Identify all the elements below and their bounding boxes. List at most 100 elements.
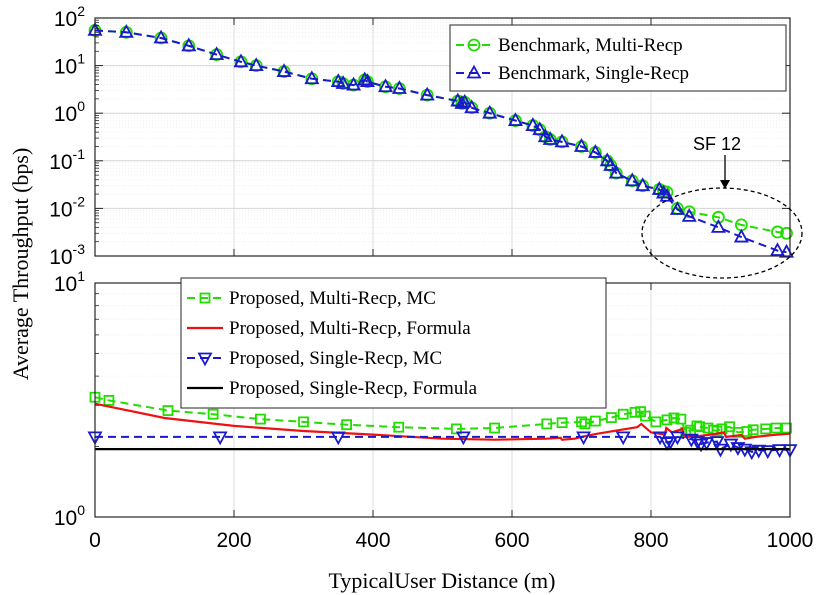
bottom-legend-items: Proposed, Multi-Recp, MC Proposed, Multi-… <box>187 288 478 399</box>
bottom-data-point <box>615 431 631 446</box>
top-y-tick-label: 10-3 <box>49 241 85 269</box>
bottom-data-point <box>724 421 735 433</box>
top-data-point <box>659 187 675 202</box>
top-data-point <box>771 225 784 239</box>
y-tick-base: 10 <box>54 56 77 79</box>
legend-label: Benchmark, Multi-Recp <box>498 35 683 56</box>
y-tick-exponent: -2 <box>73 193 86 209</box>
bottom-data-point <box>541 418 553 430</box>
bottom-data-point <box>450 423 462 435</box>
bottom-data-point <box>556 417 568 429</box>
legend-marker <box>199 292 211 304</box>
legend-entry: Benchmark, Single-Recp <box>456 63 689 84</box>
top-data-point <box>181 37 197 52</box>
bottom-data-point <box>617 408 629 420</box>
bottom-series-line <box>94 402 791 441</box>
top-data-point <box>359 73 375 88</box>
y-axis-label: Average Throughput (bps) <box>8 148 33 381</box>
top-data-point <box>335 75 351 89</box>
bottom-data-point <box>661 414 673 426</box>
top-data-point <box>608 164 624 179</box>
top-data-point <box>681 207 697 222</box>
legend-label: Proposed, Single-Recp, MC <box>229 348 442 369</box>
bottom-data-point <box>255 413 266 425</box>
bottom-y-tick-label: 100 <box>54 502 85 530</box>
legend-label: Proposed, Multi-Recp, MC <box>229 288 436 309</box>
top-legend-items: Benchmark, Multi-Recp Benchmark, Single-R… <box>456 35 689 84</box>
y-tick-base: 10 <box>54 103 77 126</box>
top-data-point <box>624 172 640 187</box>
top-data-point <box>769 242 786 256</box>
top-data-point <box>635 177 651 192</box>
bottom-data-point <box>605 412 617 423</box>
bottom-data-point <box>669 431 685 446</box>
bottom-data-point <box>683 433 699 448</box>
bottom-data-point <box>709 436 725 450</box>
sf12-label: SF 12 <box>693 134 741 154</box>
bottom-series-1 <box>94 402 791 441</box>
bottom-data-point <box>747 424 759 436</box>
x-axis-label: TypicalUser Distance (m) <box>329 568 556 593</box>
top-data-point <box>118 23 134 38</box>
y-tick-exponent: 1 <box>77 268 85 284</box>
x-tick-labels: 0 200 400 600 800 1000 <box>89 529 813 552</box>
legend-label: Proposed, Single-Recp, Formula <box>229 378 478 399</box>
top-y-tick-label: 10-1 <box>49 146 85 174</box>
bottom-legend: Proposed, Multi-Recp, MC Proposed, Multi-… <box>180 277 607 409</box>
bottom-data-point <box>650 416 662 428</box>
x-tick-label: 600 <box>494 529 529 552</box>
y-tick-base: 10 <box>54 273 77 296</box>
top-data-point <box>419 86 435 101</box>
x-tick-label: 0 <box>89 529 101 552</box>
top-data-point <box>153 29 169 44</box>
bottom-data-point <box>675 413 687 425</box>
top-data-point <box>482 104 498 119</box>
y-tick-base: 10 <box>54 507 77 530</box>
bottom-data-point <box>781 422 792 434</box>
bottom-data-point <box>640 410 651 422</box>
top-series-1 <box>87 21 795 258</box>
top-data-point <box>587 144 603 158</box>
top-ticks <box>94 17 791 257</box>
bottom-legend-box <box>180 277 607 409</box>
top-data-point <box>542 131 558 145</box>
y-tick-exponent: 0 <box>77 502 85 518</box>
top-series-group <box>87 21 795 258</box>
y-tick-base: 10 <box>49 246 72 269</box>
bottom-data-point <box>744 446 760 461</box>
top-data-point <box>507 112 523 126</box>
top-data-point <box>233 53 249 68</box>
y-tick-exponent: 1 <box>77 51 85 67</box>
bottom-data-point <box>659 437 675 451</box>
bottom-data-point <box>576 416 587 428</box>
top-data-point <box>464 99 480 114</box>
top-y-tick-label: 10-2 <box>49 193 85 221</box>
bottom-data-point <box>690 436 706 450</box>
bottom-data-point <box>699 437 715 451</box>
x-tick-label: 800 <box>633 529 668 552</box>
y-tick-exponent: -1 <box>73 146 86 162</box>
top-data-point <box>573 138 590 152</box>
top-data-point <box>525 117 541 131</box>
top-data-point <box>357 71 373 86</box>
bottom-data-point <box>590 415 601 427</box>
y-tick-exponent: 0 <box>77 98 85 114</box>
top-data-point <box>377 78 394 93</box>
y-tick-base: 10 <box>49 198 72 221</box>
bottom-data-point <box>662 436 678 450</box>
bottom-data-point <box>772 444 788 459</box>
bottom-data-point <box>455 431 471 446</box>
top-y-tick-label: 101 <box>54 51 85 79</box>
bottom-data-point <box>760 445 776 460</box>
bottom-data-point <box>489 422 501 434</box>
top-axes-box <box>94 17 791 257</box>
legend-marker <box>197 352 213 367</box>
top-data-point <box>554 133 570 148</box>
bottom-data-point <box>330 431 346 446</box>
top-data-point <box>712 210 725 224</box>
y-tick-exponent: -3 <box>73 241 86 257</box>
